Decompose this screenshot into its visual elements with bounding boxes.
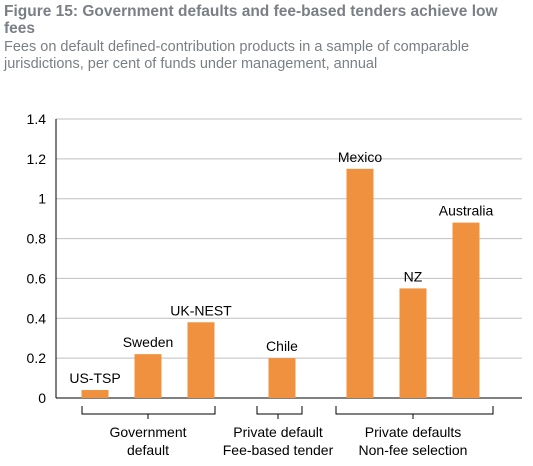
y-tick-label: 1.4	[27, 111, 47, 127]
bar-label: Sweden	[123, 334, 174, 350]
bar-nz	[399, 288, 427, 398]
y-tick-label: 0.8	[27, 231, 47, 247]
bar-label: Australia	[439, 203, 494, 219]
bar-mexico	[346, 168, 374, 398]
group-label: Private default	[233, 424, 323, 440]
bar-us-tsp	[81, 390, 109, 398]
bar-uk-nest	[187, 322, 215, 398]
group-label: Fee-based tender	[223, 442, 334, 458]
group-label: Non-fee selection	[359, 442, 468, 458]
y-tick-label: 0.2	[27, 350, 47, 366]
chart-subtitle: Fees on default defined-contribution pro…	[4, 39, 470, 72]
y-tick-label: 1.2	[27, 151, 47, 167]
bar-sweden	[134, 354, 162, 398]
group-bracket	[81, 406, 216, 419]
y-tick-label: 0.4	[27, 310, 47, 326]
bar-chile	[268, 358, 296, 398]
group-bracket	[335, 406, 494, 419]
y-tick-label: 1	[38, 191, 46, 207]
y-tick-label: 0	[38, 390, 46, 406]
bar-australia	[452, 222, 480, 398]
chart-title: Figure 15: Government defaults and fee-b…	[4, 3, 498, 37]
group-bracket	[256, 406, 303, 419]
group-label: Government	[109, 424, 186, 440]
bar-label: NZ	[404, 268, 423, 284]
bar-label: UK-NEST	[170, 302, 232, 318]
bar-label: Chile	[266, 338, 298, 354]
bar-label: US-TSP	[69, 370, 120, 386]
group-label: default	[127, 442, 169, 458]
bar-label: Mexico	[338, 149, 383, 165]
group-label: Private defaults	[365, 424, 462, 440]
y-tick-label: 0.6	[27, 270, 47, 286]
